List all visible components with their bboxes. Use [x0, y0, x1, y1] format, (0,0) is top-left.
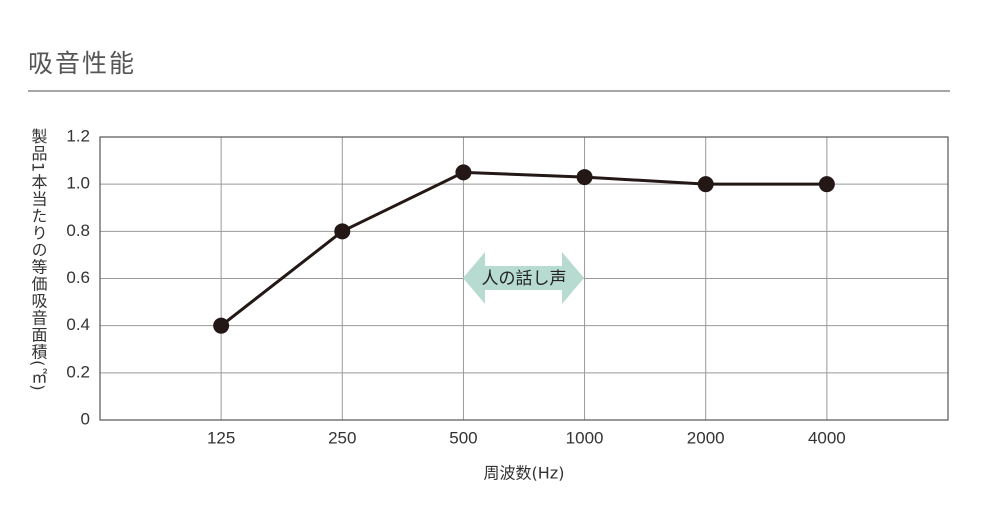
x-tick-label: 125 [207, 428, 235, 447]
y-tick-label: 0.6 [66, 268, 90, 287]
annotation: 人の話し声 [482, 269, 567, 289]
data-point [334, 223, 351, 240]
x-tick-label: 1000 [566, 428, 604, 447]
plot-frame [99, 136, 949, 421]
annotation-arrow [463, 252, 584, 304]
data-point [213, 317, 230, 334]
data-line [220, 170, 827, 327]
y-tick-label: 0.2 [66, 362, 90, 381]
y-tick-label: 1.2 [66, 126, 90, 145]
data-point [818, 176, 835, 193]
data-point [697, 176, 714, 193]
y-tick-label: 1.0 [66, 174, 90, 193]
x-tick-label: 250 [328, 428, 356, 447]
x-axis-label: 周波数(Hz) [484, 464, 565, 483]
data-point [455, 164, 472, 181]
data-point [576, 169, 593, 186]
y-axis-label: 製品1本当たりの等価吸音面積(㎡) [29, 128, 48, 392]
y-tick-label: 0 [81, 409, 90, 428]
y-tick-label: 0.4 [66, 315, 90, 334]
chart-title: 吸音性能 [28, 49, 136, 78]
x-tick-label: 500 [449, 428, 477, 447]
y-tick-label: 0.8 [66, 221, 90, 240]
x-tick-label: 2000 [687, 428, 725, 447]
x-tick-label: 4000 [808, 428, 846, 447]
